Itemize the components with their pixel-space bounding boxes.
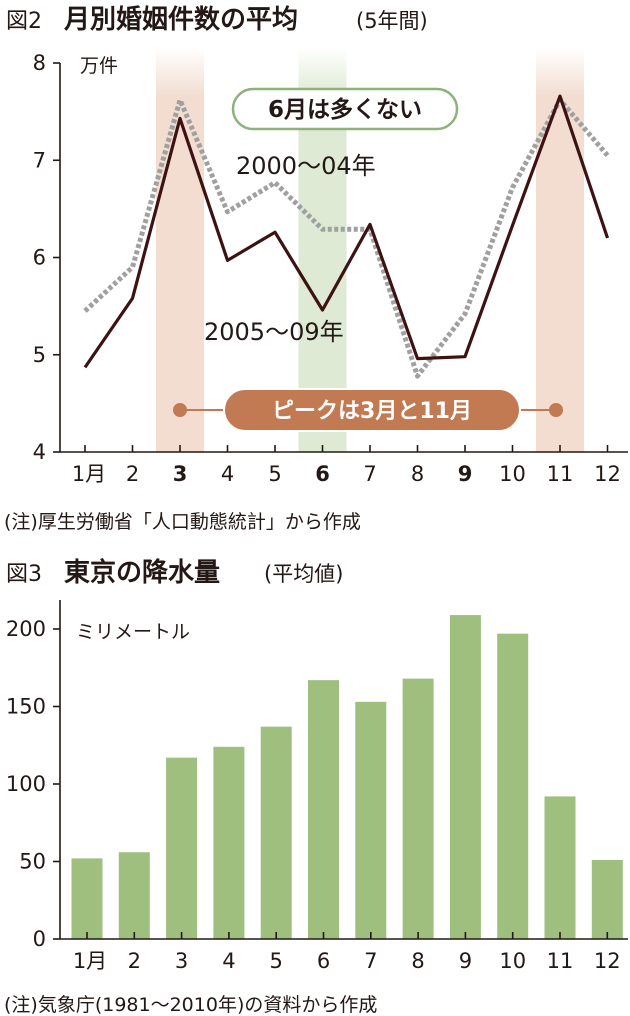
x-tick-label: 5 bbox=[270, 949, 283, 973]
x-tick-label: 10 bbox=[499, 462, 526, 486]
bar-month-3 bbox=[166, 757, 198, 939]
figure-2-subtitle: (5年間) bbox=[356, 9, 428, 33]
bar-month-7 bbox=[355, 701, 387, 939]
peak-band-11 bbox=[536, 48, 584, 452]
y-tick-label: 150 bbox=[6, 695, 46, 719]
x-tick-label: 11 bbox=[547, 949, 574, 973]
callout-peak-text: ピークは3月と11月 bbox=[272, 399, 472, 424]
series-line-2005-09 bbox=[83, 94, 610, 369]
x-tick-label: 6 bbox=[315, 462, 330, 486]
series-label-2000-04: 2000〜04年 bbox=[236, 152, 376, 180]
figure-3-bars bbox=[71, 615, 623, 939]
bar-month-11 bbox=[544, 796, 576, 939]
x-tick-label: 1月 bbox=[72, 462, 106, 486]
x-tick-label: 3 bbox=[173, 462, 188, 486]
x-tick-label: 6 bbox=[317, 949, 330, 973]
x-tick-label: 11 bbox=[547, 462, 574, 486]
x-tick-label: 9 bbox=[459, 949, 472, 973]
figure-3-title: 東京の降水量 bbox=[64, 557, 220, 588]
x-tick-label: 3 bbox=[175, 949, 188, 973]
figure-3-source-note: (注)気象庁(1981〜2010年)の資料から作成 bbox=[4, 994, 377, 1016]
figure-2-source-note: (注)厚生労働省「人口動態統計」から作成 bbox=[4, 511, 361, 533]
x-tick-label: 10 bbox=[499, 949, 526, 973]
bar-month-1 bbox=[71, 858, 103, 939]
x-tick-label: 7 bbox=[364, 949, 377, 973]
figure-3-x-ticks: 1月 2 3 4 5 6 7 8 9 10 11 12 bbox=[73, 932, 621, 973]
callout-june-text: 6月は多くない bbox=[268, 96, 422, 123]
figure-3-unit-label: ミリメートル bbox=[76, 621, 190, 643]
figure-2-title: 月別婚姻件数の平均 bbox=[63, 5, 298, 35]
y-tick-label: 50 bbox=[19, 850, 46, 874]
figure-3-number: 図3 bbox=[6, 562, 42, 587]
y-tick-label: 5 bbox=[33, 343, 46, 367]
x-tick-label: 9 bbox=[458, 462, 473, 486]
callout-peak-dot-left bbox=[173, 403, 187, 417]
y-tick-label: 200 bbox=[6, 617, 46, 641]
x-tick-label: 4 bbox=[221, 462, 234, 486]
callout-peak-box bbox=[223, 388, 521, 432]
callout-june-box bbox=[231, 87, 459, 131]
bar-month-2 bbox=[118, 852, 150, 939]
callout-peak: ピークは3月と11月 bbox=[173, 388, 563, 432]
x-tick-label: 12 bbox=[594, 462, 621, 486]
bar-month-5 bbox=[260, 726, 292, 939]
figure-3-y-ticks: 0 50 100 150 200 bbox=[6, 617, 60, 951]
figure-2-y-ticks: 4 5 6 7 8 bbox=[33, 51, 60, 464]
figure-2-number: 図2 bbox=[6, 9, 42, 34]
figure-2-unit-label: 万件 bbox=[80, 55, 118, 77]
y-tick-label: 7 bbox=[33, 148, 46, 172]
x-tick-label: 7 bbox=[363, 462, 376, 486]
bar-month-9 bbox=[449, 615, 481, 939]
figure-3-subtitle: (平均値) bbox=[264, 562, 343, 586]
figure-2-series bbox=[83, 94, 610, 379]
x-tick-label: 2 bbox=[126, 462, 139, 486]
y-tick-label: 8 bbox=[33, 51, 46, 75]
x-tick-label: 4 bbox=[222, 949, 235, 973]
callout-peak-dot-right bbox=[549, 403, 563, 417]
callout-june: 6月は多くない bbox=[231, 87, 459, 131]
figure-2-x-ticks: 1月 2 3 4 5 6 7 8 9 10 11 12 bbox=[72, 445, 621, 486]
y-tick-label: 4 bbox=[33, 440, 46, 464]
bar-month-4 bbox=[213, 746, 245, 939]
y-tick-label: 6 bbox=[33, 246, 46, 270]
bar-month-12 bbox=[591, 859, 623, 939]
peak-band-3 bbox=[156, 48, 204, 452]
bar-month-6 bbox=[308, 680, 339, 939]
series-label-2005-09: 2005〜09年 bbox=[204, 318, 344, 346]
x-tick-label: 5 bbox=[268, 462, 281, 486]
x-tick-label: 12 bbox=[594, 949, 621, 973]
x-tick-label: 8 bbox=[411, 949, 424, 973]
x-tick-label: 1月 bbox=[73, 949, 107, 973]
x-tick-label: 2 bbox=[128, 949, 141, 973]
bar-month-10 bbox=[497, 633, 529, 939]
y-tick-label: 0 bbox=[33, 927, 46, 951]
y-tick-label: 100 bbox=[6, 772, 46, 796]
bar-month-8 bbox=[402, 678, 434, 939]
series-line-2000-04 bbox=[83, 97, 610, 379]
x-tick-label: 8 bbox=[411, 462, 424, 486]
